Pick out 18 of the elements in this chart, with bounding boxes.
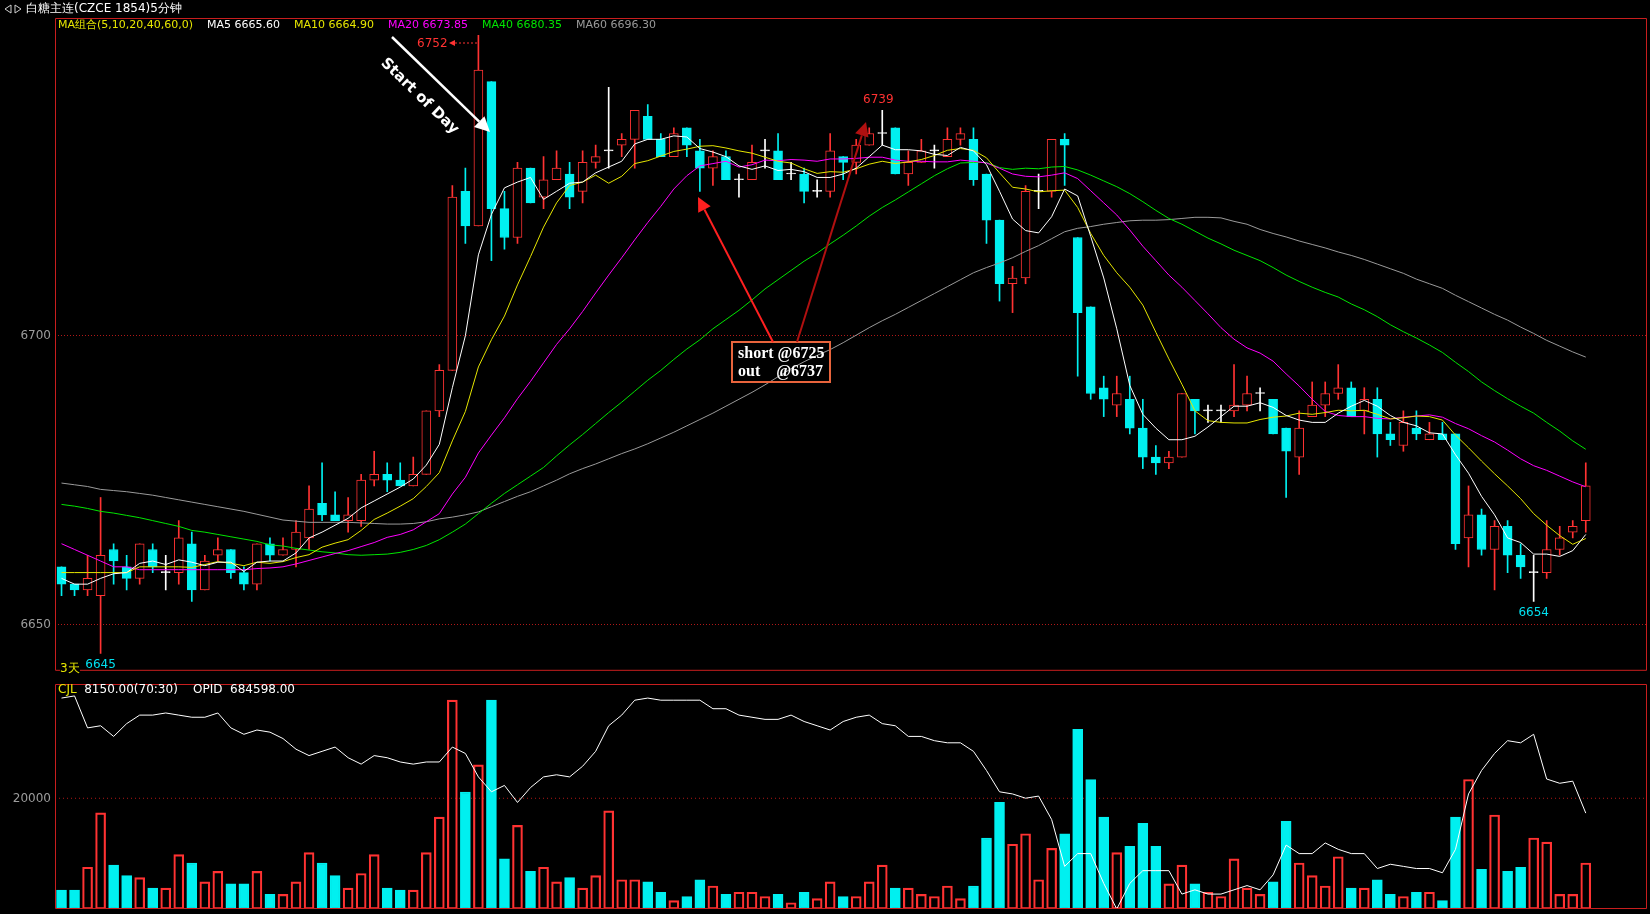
text: MA10 6664.90 bbox=[294, 18, 375, 31]
annotation: 6739 bbox=[862, 91, 894, 106]
text: MA60 6696.30 bbox=[576, 18, 657, 31]
text: 20000 bbox=[11, 791, 51, 805]
annotation: 6752 bbox=[417, 36, 448, 50]
text: MA20 6673.85 bbox=[388, 18, 469, 31]
chart-title: 白糖主连(CZCE 1854)5分钟 bbox=[26, 1, 182, 15]
y-tick-label: 6650 bbox=[20, 616, 51, 631]
chart-title: CJL 8150.00(70:30) bbox=[58, 682, 178, 696]
text: MA5 6665.60 bbox=[207, 18, 281, 31]
annotation: 6654 bbox=[1518, 604, 1549, 619]
series-label: OPID 684598.00 bbox=[193, 682, 295, 696]
legend-title: MA组合(5,10,20,40,60,0) bbox=[58, 18, 194, 31]
annotation: 3天 bbox=[60, 661, 80, 675]
annotation: short @6725 out @6737 bbox=[731, 341, 832, 383]
y-tick-label: 6700 bbox=[20, 327, 51, 342]
text: MA40 6680.35 bbox=[482, 18, 563, 31]
annotation: 6645 bbox=[85, 656, 116, 671]
